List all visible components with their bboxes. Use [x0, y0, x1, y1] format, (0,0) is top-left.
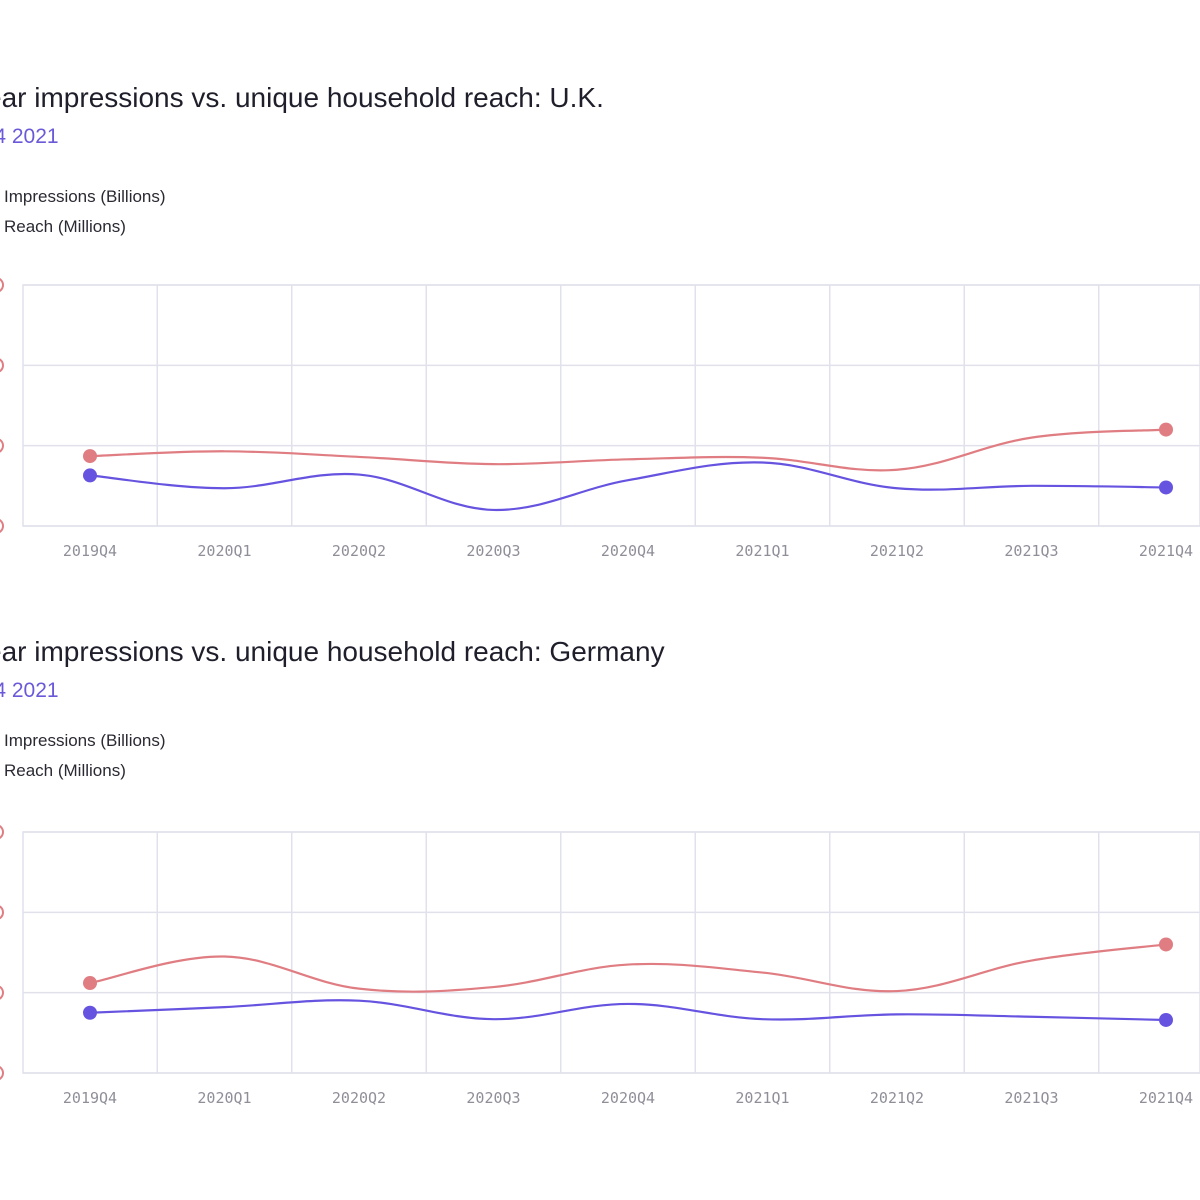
x-tick-label: 2020Q4	[601, 1089, 655, 1107]
x-tick-label: 2021Q3	[1004, 1089, 1058, 1107]
plot-area	[22, 831, 1200, 1074]
series-line-reach	[89, 461, 1167, 512]
x-tick-label: 2020Q1	[197, 542, 251, 560]
data-point	[83, 468, 97, 483]
x-tick-label: 2020Q4	[601, 542, 655, 560]
chart-subtitle: Q4 2021	[0, 125, 59, 148]
x-tick-label: 2021Q2	[870, 542, 924, 560]
series-line-reach	[89, 999, 1167, 1022]
y-axis-tick-marker	[0, 905, 4, 920]
y-axis-tick-marker	[0, 358, 4, 373]
x-tick-label: 2019Q4	[63, 1089, 117, 1107]
data-point	[1159, 1012, 1173, 1027]
x-tick-label: 2020Q1	[197, 1089, 251, 1107]
x-tick-label: 2021Q1	[735, 542, 789, 560]
legend-item-reach[interactable]: Reach (Millions)	[0, 760, 126, 782]
chart-subtitle: Q4 2021	[0, 679, 59, 702]
chart-title: ear impressions vs. unique household rea…	[0, 82, 604, 113]
y-axis-tick-marker	[0, 438, 4, 453]
legend-item-impressions[interactable]: Impressions (Billions)	[0, 186, 166, 208]
x-tick-label: 2021Q1	[735, 1089, 789, 1107]
legend-label: Reach (Millions)	[4, 761, 126, 780]
line-chart-uk: 2019Q4 2020Q1 2020Q2 2020Q3 2020Q4 2021Q1 2021…	[0, 278, 1200, 560]
data-point	[1159, 937, 1173, 952]
legend-item-reach[interactable]: Reach (Millions)	[0, 216, 126, 238]
chart-title: ear impressions vs. unique household rea…	[0, 636, 665, 667]
data-point	[1159, 422, 1173, 437]
x-tick-label: 2020Q3	[466, 542, 520, 560]
legend-label: Reach (Millions)	[4, 217, 126, 236]
legend-item-impressions[interactable]: Impressions (Billions)	[0, 730, 166, 752]
x-tick-label: 2021Q4	[1139, 1089, 1193, 1107]
x-tick-label: 2020Q2	[332, 542, 386, 560]
x-tick-label: 2021Q3	[1004, 542, 1058, 560]
x-tick-label: 2019Q4	[63, 542, 117, 560]
chart-panel-uk: ear impressions vs. unique household rea…	[0, 82, 1200, 560]
y-axis-tick-marker	[0, 1066, 4, 1080]
x-tick-label: 2021Q2	[870, 1089, 924, 1107]
data-point	[1159, 480, 1173, 495]
data-point	[83, 449, 97, 464]
y-axis-tick-marker	[0, 519, 4, 533]
legend-label: Impressions (Billions)	[4, 187, 166, 206]
x-tick-label: 2020Q3	[466, 1089, 520, 1107]
data-point	[83, 1005, 97, 1020]
series-line-impressions	[89, 428, 1167, 472]
x-tick-label: 2020Q2	[332, 1089, 386, 1107]
y-axis-tick-marker	[0, 278, 4, 292]
legend-label: Impressions (Billions)	[4, 731, 166, 750]
y-axis-tick-marker	[0, 985, 4, 1000]
x-tick-label: 2021Q4	[1139, 542, 1193, 560]
data-point	[83, 976, 97, 991]
y-axis-tick-marker	[0, 825, 4, 839]
series-line-impressions	[89, 943, 1167, 993]
